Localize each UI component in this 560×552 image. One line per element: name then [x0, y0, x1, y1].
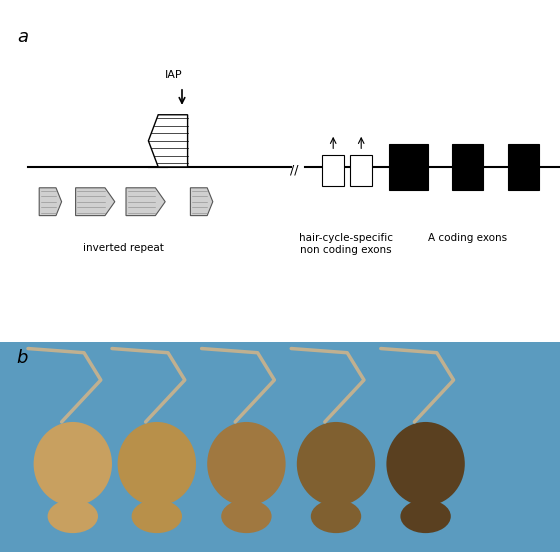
Bar	[389, 144, 428, 189]
Bar	[350, 155, 372, 186]
Text: A coding exons: A coding exons	[428, 233, 507, 243]
Text: a: a	[17, 28, 28, 46]
Polygon shape	[39, 188, 62, 216]
Ellipse shape	[311, 500, 361, 533]
Ellipse shape	[118, 422, 196, 506]
Ellipse shape	[34, 422, 112, 506]
Ellipse shape	[400, 500, 451, 533]
Text: hair-cycle-specific
non coding exons: hair-cycle-specific non coding exons	[299, 233, 393, 254]
Polygon shape	[126, 188, 165, 216]
Text: IAP: IAP	[165, 70, 183, 80]
Bar	[322, 155, 344, 186]
Polygon shape	[148, 115, 188, 167]
Ellipse shape	[48, 500, 98, 533]
Ellipse shape	[297, 422, 375, 506]
Ellipse shape	[221, 500, 272, 533]
Ellipse shape	[132, 500, 182, 533]
Text: inverted repeat: inverted repeat	[83, 243, 164, 253]
Ellipse shape	[386, 422, 465, 506]
Bar	[508, 144, 539, 189]
Bar	[452, 144, 483, 189]
Polygon shape	[76, 188, 115, 216]
Text: b: b	[17, 348, 28, 367]
Text: //: //	[290, 164, 298, 177]
Polygon shape	[190, 188, 213, 216]
Ellipse shape	[207, 422, 286, 506]
